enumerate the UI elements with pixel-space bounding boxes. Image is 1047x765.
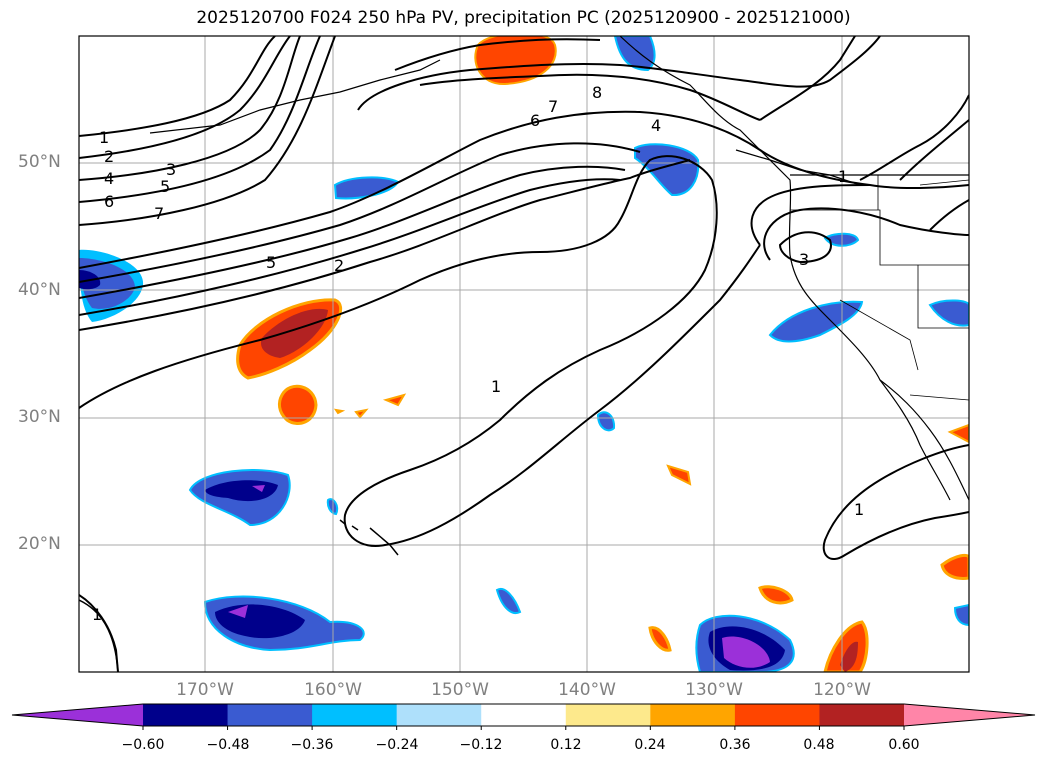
precipitation-field bbox=[79, 36, 969, 672]
lat-label-20n: 20°N bbox=[18, 534, 61, 554]
svg-text:6: 6 bbox=[104, 192, 114, 211]
colorbar-segment bbox=[819, 704, 905, 726]
svg-text:1: 1 bbox=[92, 605, 102, 624]
svg-text:1: 1 bbox=[99, 128, 109, 147]
svg-text:5: 5 bbox=[160, 177, 170, 196]
colorbar-segment bbox=[396, 704, 482, 726]
svg-text:5: 5 bbox=[266, 253, 276, 272]
contour-labels: 1 2 4 6 3 5 7 5 2 6 7 8 4 3 1 1 1 1 bbox=[92, 83, 864, 624]
precip-blob-positive bbox=[474, 36, 557, 86]
svg-text:7: 7 bbox=[548, 97, 558, 116]
svg-text:2: 2 bbox=[334, 256, 344, 275]
colorbar-tick: 0.12 bbox=[550, 737, 582, 753]
lon-label-130w: 130°W bbox=[685, 680, 743, 700]
svg-text:1: 1 bbox=[854, 500, 864, 519]
colorbar-segment bbox=[565, 704, 651, 726]
colorbar-segment bbox=[650, 704, 736, 726]
precip-blob-positive bbox=[277, 384, 318, 425]
lon-label-150w: 150°W bbox=[431, 680, 489, 700]
svg-text:1: 1 bbox=[838, 167, 848, 186]
colorbar-segment bbox=[312, 704, 398, 726]
lon-label-140w: 140°W bbox=[558, 680, 616, 700]
colorbar-tick: 0.24 bbox=[634, 737, 666, 753]
colorbar-segment bbox=[734, 704, 820, 726]
graticule bbox=[79, 36, 969, 672]
svg-text:3: 3 bbox=[166, 160, 176, 179]
colorbar-tick: −0.12 bbox=[459, 737, 503, 753]
colorbar-tick: 0.60 bbox=[888, 737, 920, 753]
colorbar-segment bbox=[481, 704, 567, 726]
colorbar-tick: −0.60 bbox=[121, 737, 165, 753]
colorbar-extend-max bbox=[904, 704, 1035, 726]
colorbar-segment bbox=[143, 704, 229, 726]
lon-label-120w: 120°W bbox=[813, 680, 871, 700]
svg-text:3: 3 bbox=[799, 250, 809, 269]
map-frame bbox=[78, 35, 970, 673]
svg-text:2: 2 bbox=[104, 147, 114, 166]
colorbar-tick: 0.48 bbox=[803, 737, 835, 753]
coastlines bbox=[79, 36, 969, 672]
colorbar-tick: −0.36 bbox=[290, 737, 334, 753]
svg-text:4: 4 bbox=[104, 169, 114, 188]
svg-text:7: 7 bbox=[154, 204, 164, 223]
colorbar-segment bbox=[227, 704, 313, 726]
svg-text:4: 4 bbox=[651, 116, 661, 135]
colorbar-tick: 0.36 bbox=[719, 737, 751, 753]
svg-text:6: 6 bbox=[530, 111, 540, 130]
colorbar bbox=[11, 703, 1036, 730]
colorbar-tick: −0.24 bbox=[375, 737, 419, 753]
precip-blob-negative bbox=[634, 143, 700, 197]
lon-label-170w: 170°W bbox=[176, 680, 234, 700]
pv-contours bbox=[79, 36, 969, 672]
lat-label-40n: 40°N bbox=[18, 280, 61, 300]
lat-label-50n: 50°N bbox=[18, 152, 61, 172]
lat-label-30n: 30°N bbox=[18, 407, 61, 427]
colorbar-extend-min bbox=[12, 704, 143, 726]
colorbar-tick: −0.48 bbox=[206, 737, 250, 753]
svg-text:8: 8 bbox=[592, 83, 602, 102]
map-title: 2025120700 F024 250 hPa PV, precipitatio… bbox=[196, 8, 851, 28]
lon-label-160w: 160°W bbox=[304, 680, 362, 700]
svg-text:1: 1 bbox=[491, 377, 501, 396]
